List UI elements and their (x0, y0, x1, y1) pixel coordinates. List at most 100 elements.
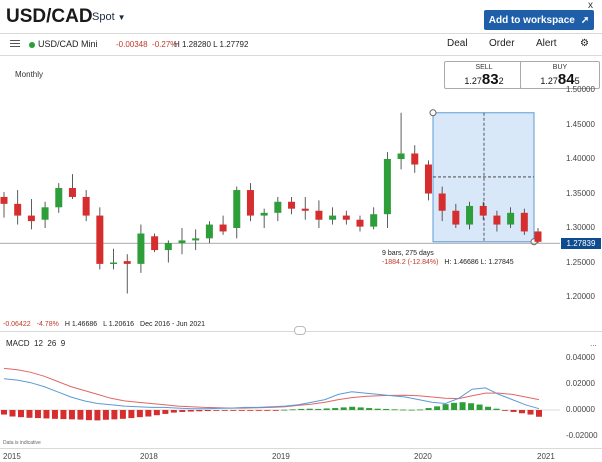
macd-histogram-bar (230, 410, 237, 411)
candle-down (493, 215, 501, 225)
alert-button[interactable]: Alert (536, 38, 557, 49)
macd-histogram-bar (425, 408, 432, 410)
candle-down (479, 205, 487, 216)
macd-histogram-bar (221, 410, 228, 411)
macd-histogram-bar (255, 410, 262, 411)
candle-up (397, 153, 405, 159)
macd-histogram-bar (153, 410, 160, 416)
close-icon[interactable]: x (588, 0, 593, 11)
candle-down (520, 212, 528, 232)
candle-down (68, 187, 76, 197)
measure-high-low: H: 1.46686 L: 1.27845 (444, 259, 514, 266)
macd-histogram-bar (315, 408, 322, 410)
candle-up (383, 159, 391, 215)
measure-change: -1884.2 (-12.84%) (382, 259, 439, 266)
macd-histogram-bar (408, 409, 415, 411)
macd-histogram-bar (162, 410, 169, 414)
macd-histogram-bar (459, 402, 466, 410)
order-button[interactable]: Order (489, 38, 515, 49)
change-pct: -0.27% (152, 40, 178, 49)
candle-up (110, 262, 118, 264)
macd-axis-tick: 0.04000 (566, 353, 595, 362)
macd-chart[interactable] (0, 350, 602, 446)
macd-label: MACD 12 26 9 (6, 339, 66, 348)
buy-button[interactable]: BUY 1.27845 (520, 61, 600, 89)
candle-down (123, 261, 131, 264)
macd-histogram-bar (434, 406, 441, 410)
pane-resize-handle[interactable] (294, 326, 306, 335)
price-axis-tick: 1.25000 (566, 257, 595, 267)
macd-options-icon[interactable]: ... (590, 339, 597, 348)
header-divider (0, 33, 602, 34)
macd-histogram-bar (485, 406, 492, 410)
page-title: USD/CAD (6, 6, 93, 27)
macd-histogram-bar (77, 410, 84, 420)
macd-histogram-bar (374, 408, 381, 410)
spot-dropdown[interactable]: Spot ▼ (92, 11, 126, 23)
sell-label: SELL (475, 64, 493, 71)
macd-histogram-bar (536, 410, 542, 417)
macd-histogram-bar (476, 404, 483, 410)
sell-button[interactable]: SELL 1.27832 (444, 61, 524, 89)
macd-histogram-bar (289, 409, 296, 411)
macd-histogram-bar (204, 410, 211, 412)
xaxis-divider (0, 448, 602, 449)
macd-histogram-bar (417, 409, 424, 411)
macd-histogram-bar (451, 402, 458, 410)
instrument-change: -0.00348 -0.27% (116, 40, 177, 49)
candle-down (246, 190, 254, 216)
macd-histogram-bar (391, 409, 398, 411)
macd-histogram-bar (306, 408, 313, 410)
macd-histogram-bar (247, 410, 254, 411)
measure-bars: 9 bars, 275 days (382, 250, 434, 257)
macd-histogram-bar (51, 410, 58, 419)
buy-label: BUY (552, 64, 568, 71)
candle-down (411, 153, 419, 165)
macd-histogram-bar (111, 410, 118, 420)
candle-down (14, 203, 22, 216)
data-disclaimer: Data is indicative (3, 440, 41, 446)
chevron-down-icon: ▼ (117, 12, 126, 22)
candle-down (288, 201, 296, 209)
time-axis-tick: 2018 (140, 452, 158, 461)
candle-down (82, 196, 90, 216)
macd-signal-line (3, 367, 540, 409)
time-axis-tick: 2015 (3, 452, 21, 461)
macd-histogram-bar (281, 409, 288, 411)
buy-price: 1.27845 (540, 71, 580, 88)
sell-price: 1.27832 (464, 71, 504, 88)
macd-histogram-bar (128, 410, 135, 419)
time-axis-tick: 2020 (414, 452, 432, 461)
candle-down (151, 236, 159, 251)
add-to-workspace-button[interactable]: Add to workspace ➚ (484, 10, 594, 30)
candle-up (466, 205, 474, 225)
macd-histogram-bar (34, 410, 41, 419)
candle-down (342, 215, 350, 220)
candle-down (424, 164, 432, 194)
price-chart[interactable] (0, 56, 602, 318)
settings-icon[interactable]: ⚙ (580, 38, 589, 49)
macd-histogram-bar (170, 410, 177, 413)
workspace-button-label: Add to workspace (488, 14, 575, 26)
candle-down (534, 231, 542, 242)
change-value: -0.00348 (116, 40, 148, 49)
toolbar-divider (0, 55, 602, 56)
price-axis-tick: 1.35000 (566, 188, 595, 198)
measure-stats: -1884.2 (-12.84%) H: 1.46686 L: 1.27845 (382, 259, 514, 266)
timeframe-label: Monthly (15, 70, 44, 79)
hamburger-menu-icon[interactable] (10, 40, 20, 49)
measure-handle-start (429, 109, 437, 117)
macd-histogram-bar (238, 410, 245, 411)
macd-histogram-bar (85, 410, 92, 421)
instrument-high-low: H 1.28280 L 1.27792 (174, 40, 249, 49)
macd-histogram-bar (102, 410, 109, 420)
deal-button[interactable]: Deal (447, 38, 468, 49)
candle-up (41, 207, 49, 220)
macd-histogram-bar (332, 408, 339, 410)
macd-histogram-bar (9, 410, 16, 417)
candle-up (178, 240, 186, 244)
candle-up (164, 243, 172, 251)
candle-down (301, 208, 309, 211)
macd-histogram-bar (68, 410, 75, 420)
macd-histogram-bar (187, 410, 194, 412)
